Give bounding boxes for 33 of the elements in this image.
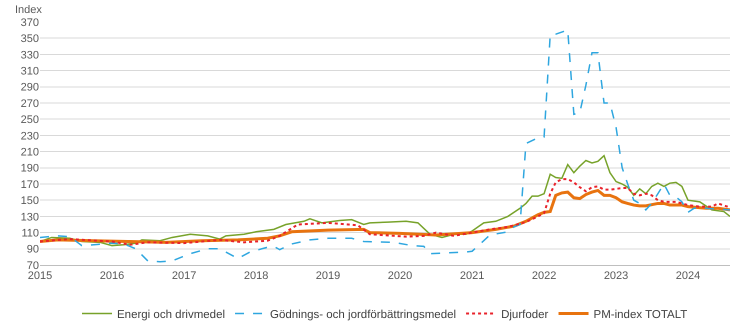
- y-tick-label: 330: [20, 49, 39, 62]
- legend-label: PM-index TOTALT: [594, 309, 688, 322]
- x-tick-label: 2023: [604, 270, 628, 282]
- x-tick-label: 2024: [676, 270, 700, 282]
- legend-label: Gödnings- och jordförbättringsmedel: [270, 309, 456, 322]
- y-axis-title: Index: [15, 4, 42, 16]
- x-tick-label: 2015: [28, 270, 52, 282]
- y-tick-label: 270: [20, 98, 39, 110]
- y-tick-label: 130: [20, 211, 39, 224]
- legend-label: Djurfoder: [501, 309, 549, 322]
- x-tick-label: 2018: [244, 270, 268, 282]
- y-tick-label: 70: [26, 260, 39, 272]
- x-tick-label: 2021: [460, 270, 484, 282]
- x-tick-label: 2022: [532, 270, 556, 282]
- x-tick-label: 2020: [388, 270, 412, 282]
- y-tick-label: 310: [20, 65, 39, 78]
- line-series: [40, 178, 730, 246]
- y-tick-label: 350: [20, 33, 39, 46]
- x-tick-label: 2019: [316, 270, 340, 282]
- y-tick-label: 90: [26, 244, 39, 256]
- x-tick-label: 2016: [100, 270, 124, 282]
- legend-label: Energi och drivmedel: [117, 309, 226, 322]
- y-tick-label: 290: [20, 82, 39, 94]
- y-tick-label: 370: [20, 16, 39, 29]
- y-tick-label: 110: [21, 227, 39, 240]
- y-tick-label: 210: [20, 146, 39, 158]
- x-tick-label: 2017: [172, 270, 196, 282]
- line-series: [40, 29, 730, 263]
- y-tick-label: 230: [20, 130, 39, 142]
- y-tick-label: 190: [20, 162, 39, 175]
- y-tick-label: 250: [20, 114, 39, 126]
- y-tick-label: 150: [20, 195, 39, 208]
- y-tick-label: 170: [20, 178, 39, 191]
